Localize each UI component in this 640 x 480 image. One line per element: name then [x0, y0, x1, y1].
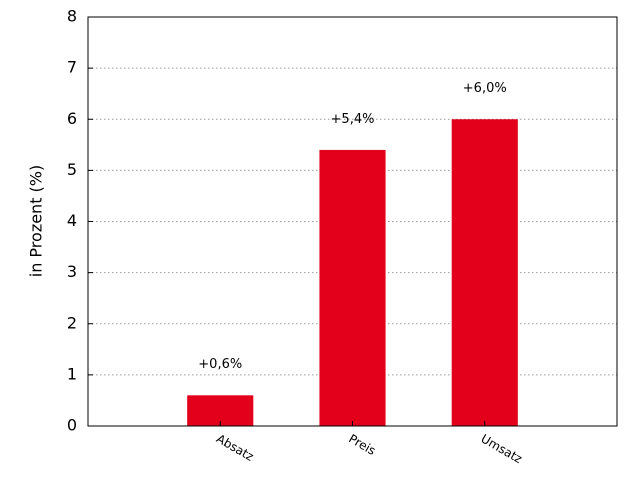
- bar: [319, 149, 386, 427]
- y-tick-label: 6: [67, 109, 77, 128]
- bar: [451, 119, 518, 426]
- y-tick-label: 5: [67, 160, 77, 179]
- value-label: +6,0%: [463, 81, 507, 96]
- value-label: +5,4%: [331, 112, 375, 127]
- y-tick-label: 3: [67, 262, 77, 281]
- x-tick-label: Umsatz: [479, 432, 525, 467]
- y-tick-label: 0: [67, 416, 77, 435]
- x-tick-label: Absatz: [214, 432, 256, 464]
- plot-frame: [87, 16, 618, 427]
- y-axis-label: in Prozent (%): [27, 165, 46, 277]
- bar: [187, 395, 254, 426]
- x-tick-label: Preis: [346, 432, 378, 458]
- y-tick-label: 8: [67, 7, 77, 26]
- y-tick-label: 4: [67, 211, 77, 230]
- y-tick-label: 7: [67, 58, 77, 77]
- value-label: +0,6%: [198, 357, 242, 372]
- y-tick-label: 2: [67, 313, 77, 332]
- y-tick-label: 1: [67, 364, 77, 383]
